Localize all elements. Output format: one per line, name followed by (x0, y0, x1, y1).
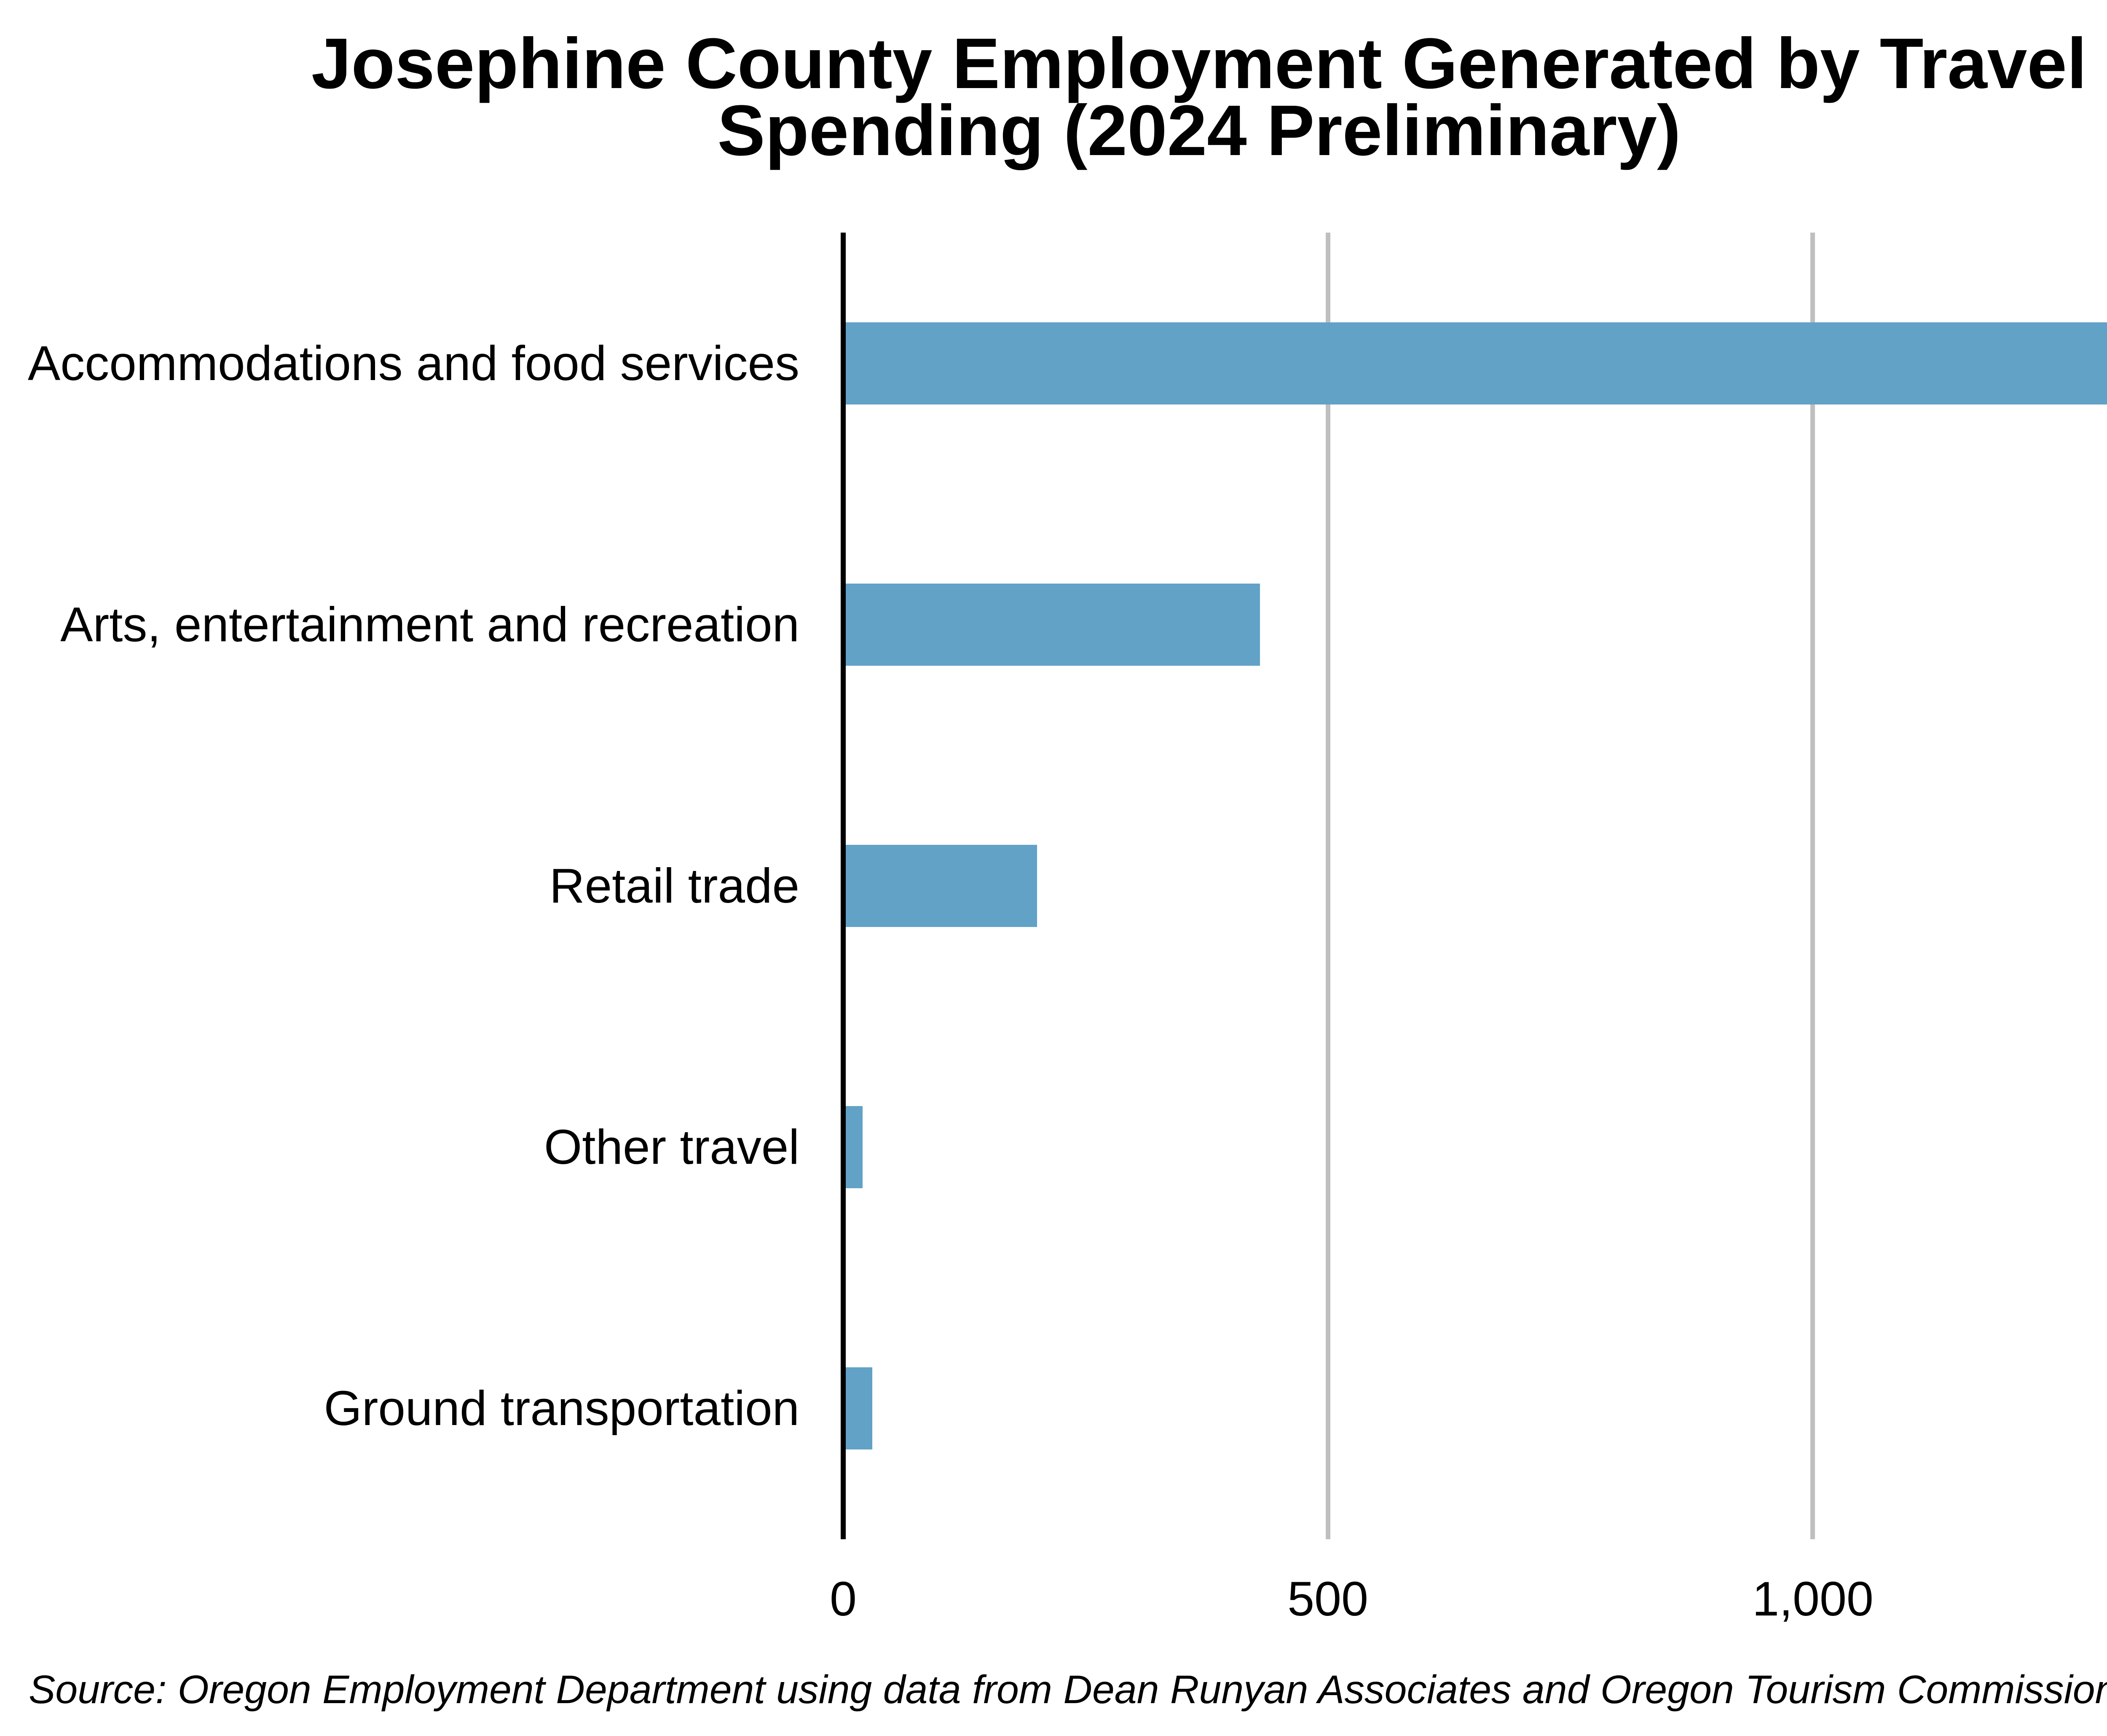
y-axis-line (841, 233, 846, 1539)
gridline-500 (1326, 233, 1330, 1539)
category-label: Retail trade (549, 858, 799, 913)
category-label: Arts, entertainment and recreation (60, 597, 799, 652)
bar-ground-transportation (843, 1367, 873, 1449)
category-label: Ground transportation (324, 1381, 799, 1436)
bar-other-travel (843, 1106, 863, 1188)
category-label: Accommodations and food services (27, 336, 799, 391)
chart-title-line-2: Spending (2024 Preliminary) (717, 91, 1681, 171)
x-tick-label: 1,000 (1752, 1572, 1874, 1626)
chart-title: Josephine County Employment Generated by… (0, 24, 2107, 171)
x-tick-label: 500 (1287, 1572, 1368, 1626)
category-label: Other travel (544, 1120, 799, 1174)
bar-arts (843, 584, 1260, 666)
gridline-1000 (1810, 233, 1815, 1539)
source-note: Source: Oregon Employment Department usi… (29, 1667, 2107, 1712)
x-tick-label: 0 (830, 1572, 857, 1626)
bar-retail (843, 845, 1037, 927)
bar-accommodations (843, 322, 2107, 405)
chart-title-line-1: Josephine County Employment Generated by… (311, 24, 2087, 104)
